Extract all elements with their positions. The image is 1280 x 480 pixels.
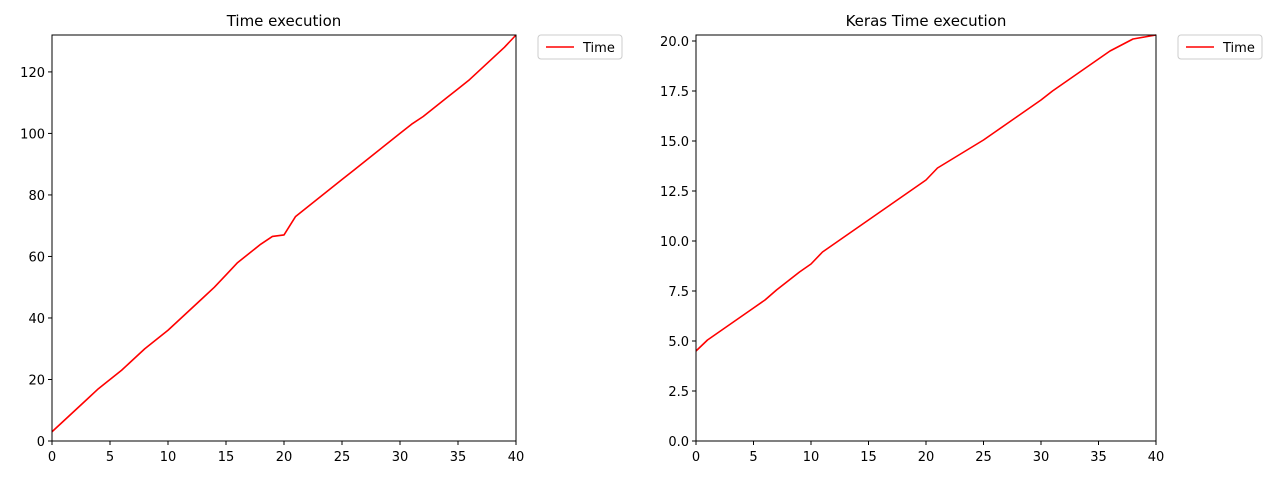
x-tick-label: 35	[1090, 450, 1107, 465]
chart-1: Time execution 0 5 10 15 20 25 30 35 40 0 20 40 60 80 1…	[20, 12, 623, 465]
chart-title: Keras Time execution	[846, 12, 1007, 30]
plot-area-frame	[51, 34, 517, 442]
y-tick-label: 15.0	[660, 135, 689, 150]
x-tick-label: 25	[334, 450, 351, 465]
x-tick-label: 0	[48, 450, 56, 465]
y-tick-label: 20	[28, 373, 45, 388]
y-tick-label: 100	[20, 127, 45, 142]
y-tick-label: 7.5	[668, 285, 689, 300]
x-tick-label: 40	[508, 450, 525, 465]
plot-area-frame	[695, 34, 1157, 442]
y-tick-label: 40	[28, 312, 45, 327]
x-tick-label: 30	[1033, 450, 1050, 465]
y-tick-label: 0.0	[668, 435, 689, 450]
y-tick-label: 80	[28, 189, 45, 204]
x-tick-label: 20	[918, 450, 935, 465]
y-tick-label: 120	[20, 66, 45, 81]
y-tick-label: 60	[28, 250, 45, 265]
x-tick-label: 15	[860, 450, 877, 465]
y-tick-label: 20.0	[660, 35, 689, 50]
series-line-time	[695, 34, 1157, 352]
y-tick-label: 12.5	[660, 185, 689, 200]
legend-box	[537, 34, 623, 60]
x-tick-label: 5	[749, 450, 757, 465]
x-tick-label: 25	[975, 450, 992, 465]
x-tick-label: 20	[276, 450, 293, 465]
x-tick-label: 10	[160, 450, 177, 465]
x-tick-label: 15	[218, 450, 235, 465]
legend-label: Time	[1222, 41, 1255, 56]
x-tick-label: 5	[106, 450, 114, 465]
x-tick-label: 30	[392, 450, 409, 465]
legend-label: Time	[582, 41, 615, 56]
y-tick-label: 5.0	[668, 335, 689, 350]
y-tick-label: 0	[37, 435, 45, 450]
chart-title: Time execution	[226, 12, 342, 30]
x-tick-label: 0	[692, 450, 700, 465]
legend: Time	[537, 34, 623, 60]
series-line-time	[51, 34, 517, 433]
x-tick-label: 35	[450, 450, 467, 465]
x-tick-label: 10	[803, 450, 820, 465]
legend-box	[1177, 34, 1263, 60]
chart-2: Keras Time execution 0 5 10 15 20 25 30 35 40 0.0 2…	[660, 12, 1263, 465]
y-tick-label: 2.5	[668, 385, 689, 400]
y-tick-label: 17.5	[660, 85, 689, 100]
x-tick-label: 40	[1148, 450, 1165, 465]
legend: Time	[1177, 34, 1263, 60]
y-tick-label: 10.0	[660, 235, 689, 250]
